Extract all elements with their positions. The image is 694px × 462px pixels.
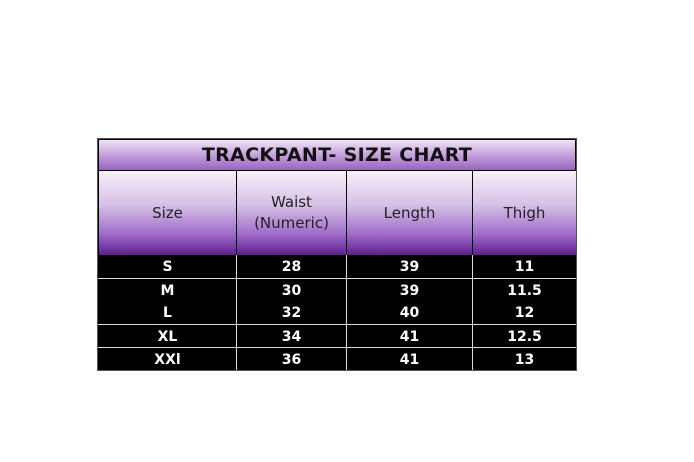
table-cell: 41: [399, 351, 420, 368]
column-divider: [236, 255, 237, 370]
table-cell: M: [160, 282, 175, 299]
table-cell: 11.5: [507, 282, 542, 299]
table-cell: L: [163, 304, 172, 321]
table-row: XXl 36 41 13: [98, 347, 576, 371]
size-chart-table: TRACKPANT- SIZE CHART Size Waist (Numeric…: [97, 138, 577, 371]
table-cell: 39: [399, 258, 420, 275]
table-cell: 12: [514, 304, 535, 321]
header-length: Length: [347, 171, 472, 255]
table-cell: 36: [281, 351, 302, 368]
header-waist: Waist (Numeric): [237, 171, 346, 255]
column-divider: [346, 255, 347, 370]
table-row: XL 34 41 12.5: [98, 324, 576, 348]
table-cell: S: [162, 258, 173, 275]
table-row: M 30 39 11.5: [98, 278, 576, 302]
header-size: Size: [99, 171, 236, 255]
header-thigh: Thigh: [473, 171, 576, 255]
table-cell: 12.5: [507, 328, 542, 345]
table-cell: 28: [281, 258, 302, 275]
table-title: TRACKPANT- SIZE CHART: [99, 140, 575, 170]
table-cell: XXl: [154, 351, 181, 368]
table-cell: 39: [399, 282, 420, 299]
table-cell: XL: [157, 328, 178, 345]
table-cell: 30: [281, 282, 302, 299]
table-row: S 28 39 11: [98, 255, 576, 278]
header-waist-line2: (Numeric): [254, 214, 329, 232]
table-cell: 11: [514, 258, 535, 275]
table-row: L 32 40 12: [98, 301, 576, 324]
table-cell: 40: [399, 304, 420, 321]
table-cell: 32: [281, 304, 302, 321]
table-cell: 41: [399, 328, 420, 345]
column-divider: [472, 255, 473, 370]
table-cell: 13: [514, 351, 535, 368]
table-cell: 34: [281, 328, 302, 345]
header-waist-line1: Waist: [271, 193, 312, 211]
